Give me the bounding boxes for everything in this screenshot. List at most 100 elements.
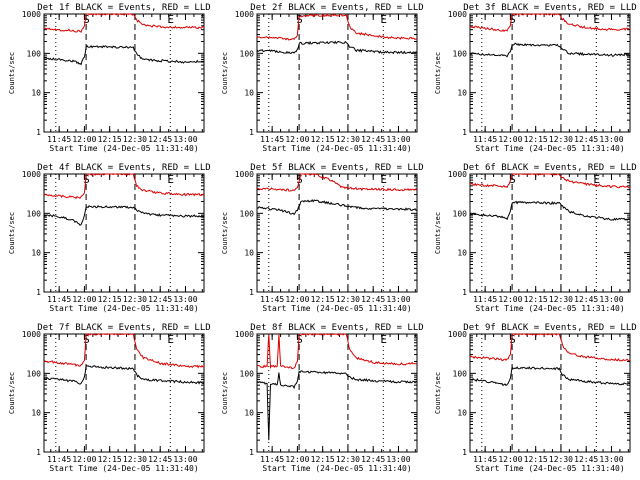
x-axis-label: Start Time (24-Dec-05 11:31:40) xyxy=(49,464,198,473)
x-tick-label: 12:00 xyxy=(72,135,96,144)
marker-label: E xyxy=(167,173,174,186)
plot-frame xyxy=(469,173,631,293)
y-tick-label: 10 xyxy=(244,409,254,418)
y-tick-label: 10 xyxy=(31,89,41,98)
lld-series-line xyxy=(469,173,631,189)
y-tick-label: 1 xyxy=(462,288,467,297)
x-tick-label: 11:45 xyxy=(47,455,71,464)
y-axis-label: Counts/sec xyxy=(434,52,442,94)
y-tick-label: 1000 xyxy=(22,170,41,179)
y-tick-label: 100 xyxy=(453,209,468,218)
y-axis-label: Counts/sec xyxy=(434,372,442,414)
x-tick-label: 13:00 xyxy=(386,295,410,304)
plot-frame xyxy=(43,173,205,293)
y-tick-label: 1 xyxy=(36,288,41,297)
lld-series-line xyxy=(469,13,631,33)
y-axis-label: Counts/sec xyxy=(221,212,229,254)
x-tick-label: 12:00 xyxy=(285,455,309,464)
x-tick-label: 13:00 xyxy=(599,295,623,304)
plot-frame xyxy=(256,333,418,453)
lld-series-line xyxy=(43,173,205,200)
x-tick-label: 12:15 xyxy=(98,295,122,304)
x-tick-label: 13:00 xyxy=(173,455,197,464)
chart-panel-1: Det 1f BLACK = Events, RED = LLD 1 10 100 10… xyxy=(8,3,211,153)
events-series-line xyxy=(43,45,204,66)
marker-label: E xyxy=(593,173,600,186)
panel-title: Det 3f BLACK = Events, RED = LLD xyxy=(463,3,636,13)
y-tick-label: 10 xyxy=(457,409,467,418)
marker-label: E xyxy=(593,13,600,26)
y-tick-label: 100 xyxy=(240,209,255,218)
y-tick-label: 1000 xyxy=(235,330,254,339)
x-axis-label: Start Time (24-Dec-05 11:31:40) xyxy=(262,304,411,313)
x-tick-label: 12:30 xyxy=(336,295,360,304)
marker-label: S xyxy=(83,173,90,186)
x-tick-label: 11:45 xyxy=(260,135,284,144)
panel-title: Det 7f BLACK = Events, RED = LLD xyxy=(37,323,210,333)
x-tick-label: 11:45 xyxy=(47,135,71,144)
marker-label: S xyxy=(296,13,303,26)
x-axis-label: Start Time (24-Dec-05 11:31:40) xyxy=(262,464,411,473)
x-tick-label: 12:15 xyxy=(524,295,548,304)
events-series-line xyxy=(43,204,205,226)
x-tick-label: 11:45 xyxy=(473,295,497,304)
chart-panel-8: Det 8f BLACK = Events, RED = LLD 1 10 100 10… xyxy=(221,323,424,473)
x-tick-label: 12:15 xyxy=(524,455,548,464)
y-axis-label: Counts/sec xyxy=(221,372,229,414)
marker-label: S xyxy=(509,13,516,26)
marker-label: E xyxy=(167,333,174,346)
y-axis-label: Counts/sec xyxy=(8,372,16,414)
lld-series-line xyxy=(256,13,418,41)
x-tick-label: 12:00 xyxy=(285,295,309,304)
events-series-line xyxy=(469,42,631,58)
marker-label: E xyxy=(167,13,174,26)
x-tick-label: 12:45 xyxy=(148,135,172,144)
marker-label: S xyxy=(296,333,303,346)
y-tick-label: 100 xyxy=(27,369,42,378)
y-tick-label: 10 xyxy=(457,249,467,258)
y-tick-label: 1 xyxy=(249,448,254,457)
y-tick-label: 1000 xyxy=(22,330,41,339)
x-tick-label: 12:30 xyxy=(123,135,147,144)
chart-panel-7: Det 7f BLACK = Events, RED = LLD 1 10 100 10… xyxy=(8,323,211,473)
lld-series-line xyxy=(44,13,205,33)
x-axis-label: Start Time (24-Dec-05 11:31:40) xyxy=(475,464,624,473)
x-tick-label: 12:15 xyxy=(524,135,548,144)
x-tick-label: 12:45 xyxy=(574,455,598,464)
marker-label: S xyxy=(509,333,516,346)
x-tick-label: 12:15 xyxy=(311,455,335,464)
y-tick-label: 1000 xyxy=(448,10,467,19)
x-tick-label: 13:00 xyxy=(599,135,623,144)
x-tick-label: 12:30 xyxy=(123,455,147,464)
x-tick-label: 13:00 xyxy=(173,295,197,304)
events-series-line xyxy=(469,200,631,221)
y-tick-label: 1 xyxy=(249,288,254,297)
lld-series-line xyxy=(43,333,205,369)
y-tick-label: 1000 xyxy=(22,10,41,19)
x-tick-label: 12:15 xyxy=(311,295,335,304)
y-tick-label: 1000 xyxy=(448,170,467,179)
x-tick-label: 11:45 xyxy=(260,455,284,464)
lld-series-line xyxy=(256,173,418,192)
panel-title: Det 6f BLACK = Events, RED = LLD xyxy=(463,163,636,173)
y-tick-label: 10 xyxy=(457,89,467,98)
y-tick-label: 1 xyxy=(462,448,467,457)
chart-panel-5: Det 5f BLACK = Events, RED = LLD 1 10 100 10… xyxy=(221,163,424,313)
y-tick-label: 100 xyxy=(240,369,255,378)
plot-frame xyxy=(43,333,205,453)
y-axis-label: Counts/sec xyxy=(8,212,16,254)
marker-label: E xyxy=(380,13,387,26)
x-tick-label: 12:45 xyxy=(361,135,385,144)
x-tick-label: 12:00 xyxy=(498,135,522,144)
marker-label: E xyxy=(380,333,387,346)
y-tick-label: 100 xyxy=(27,49,42,58)
marker-label: E xyxy=(593,333,600,346)
x-tick-label: 12:00 xyxy=(498,295,522,304)
panel-title: Det 5f BLACK = Events, RED = LLD xyxy=(250,163,423,173)
plot-frame xyxy=(43,13,205,133)
x-tick-label: 12:30 xyxy=(123,295,147,304)
y-tick-label: 10 xyxy=(31,249,41,258)
x-tick-label: 12:30 xyxy=(549,295,573,304)
x-tick-label: 12:00 xyxy=(72,295,96,304)
